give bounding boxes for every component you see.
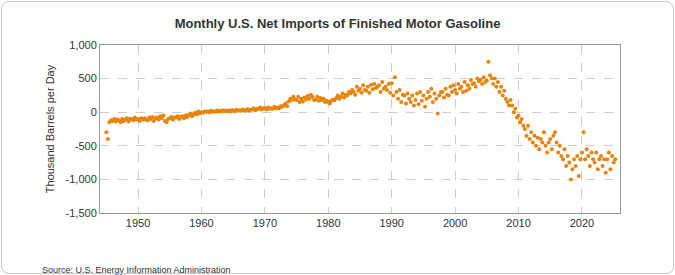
svg-text:Monthly U.S. Net Imports of Fi: Monthly U.S. Net Imports of Finished Mot… — [175, 16, 501, 31]
svg-text:500: 500 — [78, 72, 96, 84]
svg-text:1,000: 1,000 — [69, 39, 97, 51]
svg-text:Source: U.S. Energy Informatio: Source: U.S. Energy Information Administ… — [42, 265, 231, 275]
svg-text:Thousand Barrels per Day: Thousand Barrels per Day — [44, 64, 56, 193]
svg-text:-500: -500 — [75, 140, 97, 152]
svg-text:0: 0 — [91, 106, 97, 118]
svg-text:2000: 2000 — [443, 217, 467, 229]
svg-text:2010: 2010 — [506, 217, 530, 229]
svg-text:-1,500: -1,500 — [66, 207, 97, 219]
svg-text:1990: 1990 — [379, 217, 403, 229]
svg-text:1950: 1950 — [126, 217, 150, 229]
svg-text:1980: 1980 — [316, 217, 340, 229]
svg-text:1960: 1960 — [189, 217, 213, 229]
svg-text:1970: 1970 — [253, 217, 277, 229]
svg-text:2020: 2020 — [570, 217, 594, 229]
svg-text:-1,000: -1,000 — [66, 173, 97, 185]
